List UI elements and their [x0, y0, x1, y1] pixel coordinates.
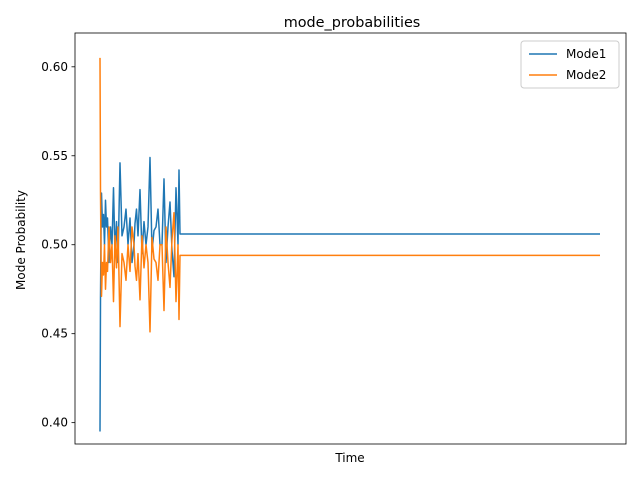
y-tick-label: 0.60 [41, 60, 68, 74]
legend-label-mode2: Mode2 [566, 68, 606, 82]
chart-title: mode_probabilities [284, 15, 421, 31]
y-tick-label: 0.55 [41, 149, 68, 163]
y-tick-label: 0.50 [41, 238, 68, 252]
plot-area [99, 57, 600, 432]
y-axis-ticks: 0.40 0.45 0.50 0.55 0.60 [41, 60, 75, 430]
legend-label-mode1: Mode1 [566, 47, 606, 61]
axes-frame [74, 32, 627, 445]
legend: Mode1 Mode2 [520, 40, 620, 89]
y-axis-label: Mode Probability [14, 190, 28, 290]
series-line-mode2 [99, 57, 600, 333]
legend-box [520, 40, 620, 89]
y-tick-label: 0.45 [41, 327, 68, 341]
y-tick-label: 0.40 [41, 416, 68, 430]
x-axis-label: Time [334, 451, 364, 465]
